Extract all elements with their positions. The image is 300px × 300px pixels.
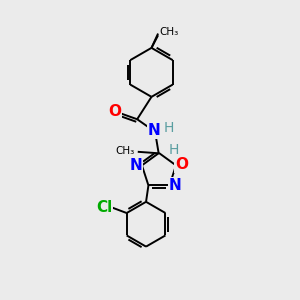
Text: O: O [108, 104, 121, 119]
Text: N: N [169, 178, 182, 193]
Text: CH₃: CH₃ [160, 27, 179, 37]
Text: CH₃: CH₃ [116, 146, 135, 156]
Text: H: H [169, 143, 179, 157]
Text: O: O [175, 157, 188, 172]
Text: N: N [148, 123, 161, 138]
Text: N: N [130, 158, 142, 173]
Text: Cl: Cl [96, 200, 112, 215]
Text: H: H [164, 121, 174, 135]
